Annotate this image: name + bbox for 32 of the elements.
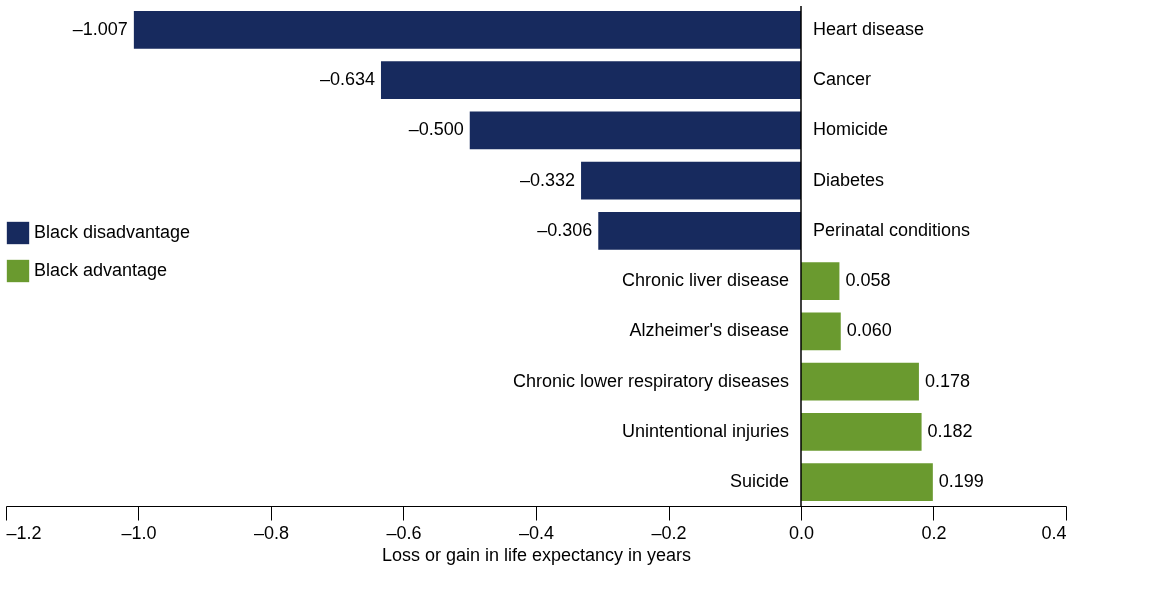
data-label: –0.332: [519, 169, 576, 190]
y-tick-label: Chronic lower respiratory diseases: [512, 370, 789, 391]
y-tick-label: Suicide: [729, 471, 789, 492]
x-tick-label: 0.4: [1041, 522, 1067, 543]
y-tick-label: Unintentional injuries: [621, 420, 789, 441]
legend-label: Black disadvantage: [34, 222, 191, 242]
x-tick-label: –0.4: [518, 522, 555, 543]
x-tick-label: –0.8: [253, 522, 290, 543]
data-label: 0.182: [927, 420, 973, 441]
y-tick-label: Homicide: [813, 119, 889, 140]
x-tick-label: –1.0: [121, 522, 157, 543]
legend-label: Black advantage: [34, 260, 168, 280]
y-tick-label: Cancer: [813, 69, 872, 90]
y-tick-label: Chronic liver disease: [621, 270, 789, 291]
y-tick-label: Heart disease: [813, 18, 925, 39]
x-tick-label: –0.2: [651, 522, 687, 543]
y-tick-label: Alzheimer's disease: [629, 320, 789, 341]
data-label: –0.634: [319, 69, 375, 90]
data-label: –0.306: [537, 219, 593, 240]
data-label: 0.178: [924, 370, 970, 391]
data-label: –1.007: [72, 18, 128, 39]
x-axis-title: Loss or gain in life expectancy in years: [381, 544, 692, 565]
x-tick-label: 0.0: [788, 522, 815, 543]
y-tick-label: Diabetes: [813, 169, 885, 190]
y-tick-label: Perinatal conditions: [813, 219, 971, 240]
x-tick-label: –0.6: [386, 522, 422, 543]
data-label: 0.060: [846, 320, 892, 341]
data-label: 0.199: [938, 471, 984, 492]
data-label: 0.058: [845, 270, 891, 291]
x-tick-label: –1.2: [6, 522, 42, 543]
x-tick-label: 0.2: [921, 522, 947, 543]
data-label: –0.500: [408, 119, 464, 140]
